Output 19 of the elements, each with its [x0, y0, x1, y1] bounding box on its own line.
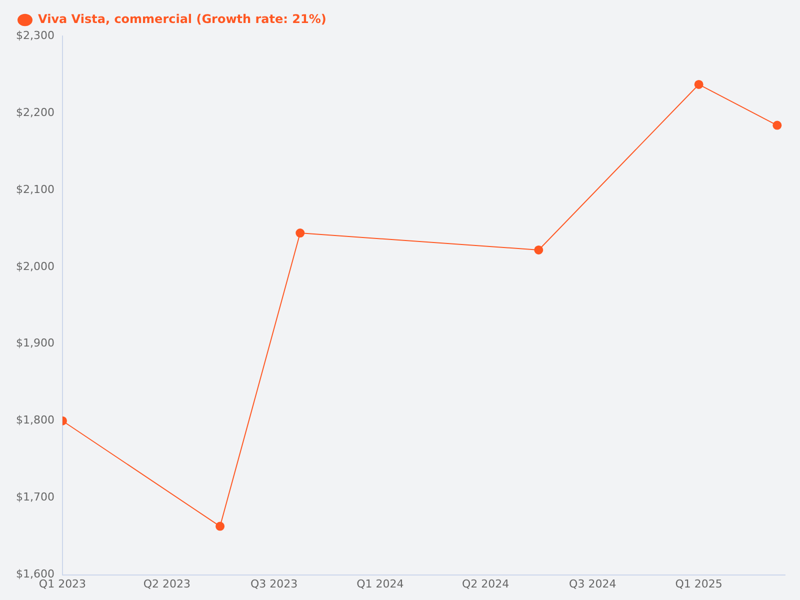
y-tick-label: $2,000: [16, 260, 54, 273]
x-tick-label: Q1 2025: [675, 577, 722, 590]
legend-label: Viva Vista, commercial (Growth rate: 21%): [38, 12, 326, 26]
point: [772, 120, 782, 130]
x-tick-label: Q3 2024: [569, 577, 616, 590]
y-tick-label: $1,700: [16, 490, 54, 504]
x-tick-label: Q2 2023: [143, 577, 191, 590]
y-tick-label: $1,900: [16, 336, 54, 350]
point: [694, 80, 704, 89]
point: [534, 245, 544, 254]
x-tick-label: Q2 2024: [462, 577, 510, 590]
y-tick-label: $2,200: [16, 106, 54, 119]
point: [216, 522, 225, 531]
x-tick-label: Q3 2023: [250, 577, 298, 590]
y-tick-label: $1,800: [16, 414, 54, 427]
x-tick-label: Q1 2024: [356, 577, 404, 590]
y-tick-label: $2,100: [16, 182, 54, 196]
y-tick-label: $2,300: [16, 28, 54, 42]
point: [296, 228, 305, 238]
